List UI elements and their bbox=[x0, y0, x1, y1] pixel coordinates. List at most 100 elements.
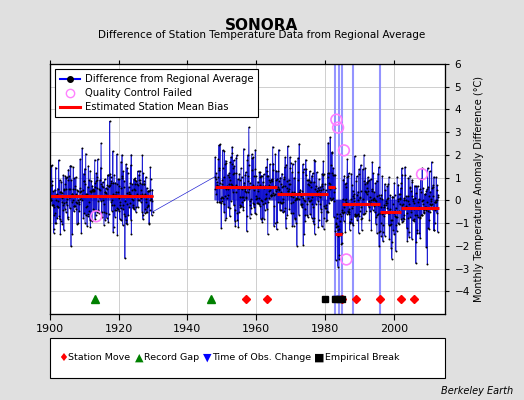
Point bbox=[254, 188, 263, 194]
Point bbox=[288, 169, 296, 176]
Point bbox=[89, 206, 97, 212]
Point bbox=[86, 224, 95, 230]
Point bbox=[273, 219, 281, 225]
Point bbox=[431, 199, 440, 205]
Point bbox=[303, 214, 312, 220]
Point bbox=[83, 202, 91, 209]
Point bbox=[303, 181, 312, 187]
Point bbox=[376, 204, 385, 210]
Point bbox=[129, 176, 138, 183]
Point bbox=[313, 197, 322, 204]
Point bbox=[93, 156, 102, 162]
Point bbox=[406, 214, 414, 220]
Point bbox=[138, 181, 146, 188]
Point bbox=[427, 202, 435, 209]
Point bbox=[284, 188, 292, 195]
Point bbox=[74, 220, 83, 226]
Point bbox=[234, 224, 243, 230]
Point bbox=[213, 182, 222, 188]
Point bbox=[288, 223, 297, 230]
Point bbox=[345, 211, 353, 217]
Text: Empirical Break: Empirical Break bbox=[325, 354, 399, 362]
Point bbox=[399, 214, 408, 221]
Point bbox=[334, 223, 342, 229]
Point bbox=[261, 200, 269, 206]
Point bbox=[298, 188, 307, 195]
Point bbox=[358, 210, 367, 217]
Point bbox=[107, 178, 116, 184]
Point bbox=[267, 193, 275, 199]
Point bbox=[113, 151, 121, 158]
Point bbox=[131, 177, 139, 183]
Point bbox=[318, 170, 326, 177]
Point bbox=[335, 256, 343, 262]
Point bbox=[354, 230, 363, 236]
Point bbox=[125, 189, 133, 195]
Point bbox=[433, 186, 441, 193]
Point bbox=[341, 197, 349, 203]
Point bbox=[252, 193, 260, 199]
Point bbox=[277, 200, 286, 206]
Point bbox=[383, 200, 391, 206]
Point bbox=[348, 202, 357, 208]
Point bbox=[417, 189, 425, 195]
Point bbox=[403, 193, 412, 199]
Point bbox=[238, 186, 247, 192]
Point bbox=[377, 233, 385, 240]
Point bbox=[263, 205, 271, 212]
Point bbox=[322, 218, 331, 224]
Point bbox=[148, 208, 157, 215]
Point bbox=[424, 225, 433, 232]
Point bbox=[124, 192, 132, 199]
Point bbox=[242, 194, 250, 200]
Point bbox=[104, 219, 113, 226]
Point bbox=[337, 240, 346, 246]
Point bbox=[311, 158, 319, 164]
Point bbox=[220, 209, 228, 216]
Point bbox=[92, 208, 101, 215]
Point bbox=[300, 197, 309, 203]
Point bbox=[292, 195, 301, 202]
Point bbox=[102, 210, 110, 216]
Point bbox=[62, 174, 71, 180]
Point bbox=[272, 168, 280, 174]
Point bbox=[255, 195, 263, 201]
Point bbox=[115, 195, 123, 201]
Point bbox=[55, 193, 63, 199]
Point bbox=[286, 164, 294, 171]
Point bbox=[379, 210, 388, 216]
Point bbox=[66, 193, 74, 200]
Point bbox=[343, 210, 351, 217]
Point bbox=[128, 181, 136, 188]
Point bbox=[82, 204, 90, 210]
Point bbox=[328, 170, 336, 176]
Point bbox=[282, 192, 291, 198]
Point bbox=[355, 166, 363, 172]
Point bbox=[94, 207, 102, 214]
Point bbox=[320, 215, 329, 222]
Point bbox=[421, 191, 429, 198]
Point bbox=[235, 176, 244, 183]
Point bbox=[49, 202, 57, 208]
Point bbox=[85, 177, 93, 183]
Point bbox=[227, 154, 235, 160]
Point bbox=[419, 210, 428, 216]
Point bbox=[352, 173, 361, 180]
Point bbox=[219, 195, 227, 201]
Point bbox=[268, 178, 277, 184]
Point bbox=[285, 176, 293, 183]
Point bbox=[233, 185, 242, 191]
Point bbox=[328, 196, 336, 202]
Point bbox=[373, 211, 381, 218]
Point bbox=[226, 177, 235, 184]
Point bbox=[66, 186, 74, 192]
Point bbox=[103, 186, 111, 192]
Point bbox=[421, 191, 430, 197]
Point bbox=[366, 176, 375, 182]
Point bbox=[79, 193, 87, 200]
Point bbox=[59, 172, 68, 178]
Point bbox=[360, 152, 368, 158]
Point bbox=[337, 213, 345, 220]
Point bbox=[117, 217, 126, 223]
Point bbox=[66, 163, 74, 169]
